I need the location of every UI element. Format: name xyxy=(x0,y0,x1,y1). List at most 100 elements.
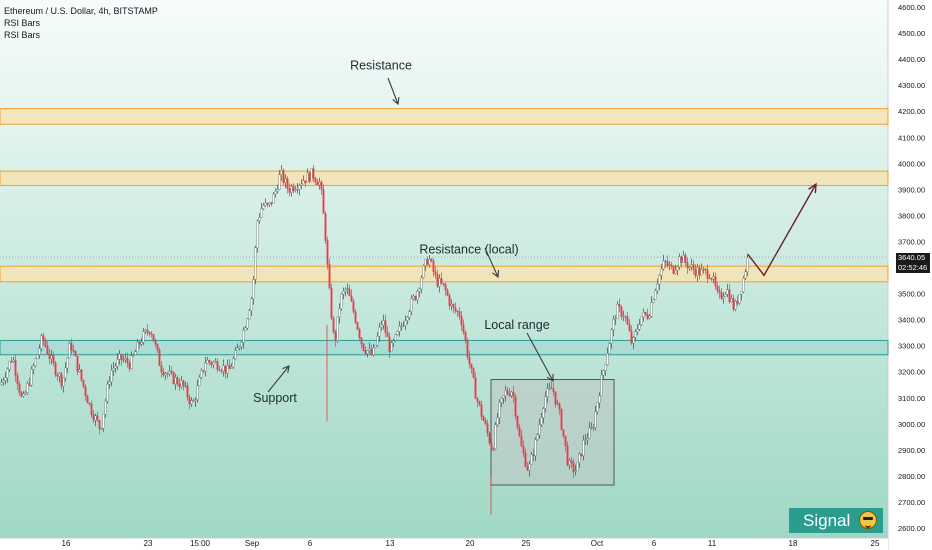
symbol-title[interactable]: Ethereum / U.S. Dollar, 4h, BITSTAMP xyxy=(4,6,158,16)
candle-up xyxy=(254,247,257,280)
candle-down xyxy=(704,269,707,271)
candle-down xyxy=(312,168,315,179)
candle-up xyxy=(678,256,681,267)
candle-down xyxy=(156,343,159,351)
candle-up xyxy=(236,347,239,351)
candle-up xyxy=(538,424,541,435)
candle-up xyxy=(122,359,125,361)
candle-up xyxy=(438,278,441,287)
candle-up xyxy=(740,291,743,295)
candle-down xyxy=(320,181,323,190)
candle-down xyxy=(148,332,151,334)
last-price-value: 3640.05 xyxy=(898,253,926,262)
candle-up xyxy=(534,439,537,456)
candle-up xyxy=(640,316,643,326)
candle-down xyxy=(86,395,89,404)
candle-down xyxy=(218,369,221,371)
candle-down xyxy=(452,303,455,308)
candle-up xyxy=(530,454,533,465)
candle-down xyxy=(308,172,311,182)
annotation-label: Resistance xyxy=(350,59,412,73)
candle-up xyxy=(38,348,41,355)
candle-up xyxy=(410,298,413,312)
candle-down xyxy=(54,362,57,376)
candle-up xyxy=(248,310,251,320)
candle-down xyxy=(304,180,307,183)
candle-down xyxy=(486,423,489,434)
candle-down xyxy=(322,189,325,214)
candle-down xyxy=(328,264,331,289)
candle-up xyxy=(406,317,409,321)
candle-up xyxy=(306,172,309,183)
candle-up xyxy=(6,368,9,378)
indicator-label-1[interactable]: RSI Bars xyxy=(4,18,41,28)
candle-down xyxy=(14,359,17,376)
candle-down xyxy=(82,379,85,387)
candle-up xyxy=(12,359,15,362)
candle-up xyxy=(576,462,579,472)
candle-down xyxy=(10,361,13,363)
candle-up xyxy=(600,374,603,397)
candle-down xyxy=(182,380,185,386)
candle-down xyxy=(362,343,365,351)
candle-down xyxy=(508,393,511,396)
candle-up xyxy=(372,347,375,356)
candle-up xyxy=(0,382,3,385)
candle-down xyxy=(626,316,629,325)
candle-up xyxy=(318,181,321,186)
candle-down xyxy=(710,277,713,280)
candle-up xyxy=(66,357,69,369)
candle-up xyxy=(246,318,249,329)
candle-up xyxy=(140,342,143,345)
candle-up xyxy=(136,341,139,352)
candle-up xyxy=(252,279,255,299)
candle-down xyxy=(360,337,363,344)
candle-down xyxy=(166,373,169,375)
x-tick-label: 25 xyxy=(871,539,880,548)
candle-up xyxy=(256,220,259,248)
candle-down xyxy=(464,331,467,341)
candle-up xyxy=(498,402,501,418)
candle-down xyxy=(566,445,569,466)
candle-up xyxy=(536,434,539,440)
candle-up xyxy=(542,408,545,418)
candle-up xyxy=(424,259,427,266)
candle-up xyxy=(226,364,229,374)
candle-down xyxy=(224,365,227,374)
candle-down xyxy=(720,292,723,299)
candle-down xyxy=(348,288,351,297)
candle-down xyxy=(210,362,213,365)
candle-up xyxy=(290,186,293,193)
candle-up xyxy=(674,270,677,274)
candle-up xyxy=(124,358,127,360)
candle-up xyxy=(420,277,423,290)
candle-up xyxy=(222,365,225,372)
candle-down xyxy=(72,350,75,352)
candle-up xyxy=(280,170,283,175)
candle-up xyxy=(4,377,7,381)
annotation-arrowhead xyxy=(392,96,400,106)
candle-up xyxy=(108,381,111,385)
candle-down xyxy=(364,350,367,354)
candle-down xyxy=(456,310,459,313)
candle-down xyxy=(56,374,59,377)
indicator-label-2[interactable]: RSI Bars xyxy=(4,30,41,40)
annotation-arrowhead xyxy=(492,269,500,279)
candle-down xyxy=(560,409,563,430)
signal-badge-label: Signal xyxy=(803,511,851,530)
candle-up xyxy=(688,266,691,269)
annotation-arrow xyxy=(267,365,290,393)
candle-up xyxy=(584,439,587,441)
candle-up xyxy=(594,411,597,428)
y-tick-label: 3100.00 xyxy=(898,394,925,403)
candle-up xyxy=(104,400,107,415)
candle-down xyxy=(384,320,387,333)
candle-up xyxy=(22,393,25,397)
candle-up xyxy=(110,370,113,383)
candle-up xyxy=(682,254,685,263)
candle-up xyxy=(272,193,275,204)
candle-down xyxy=(434,271,437,275)
candle-down xyxy=(562,429,565,437)
candle-up xyxy=(648,315,651,319)
